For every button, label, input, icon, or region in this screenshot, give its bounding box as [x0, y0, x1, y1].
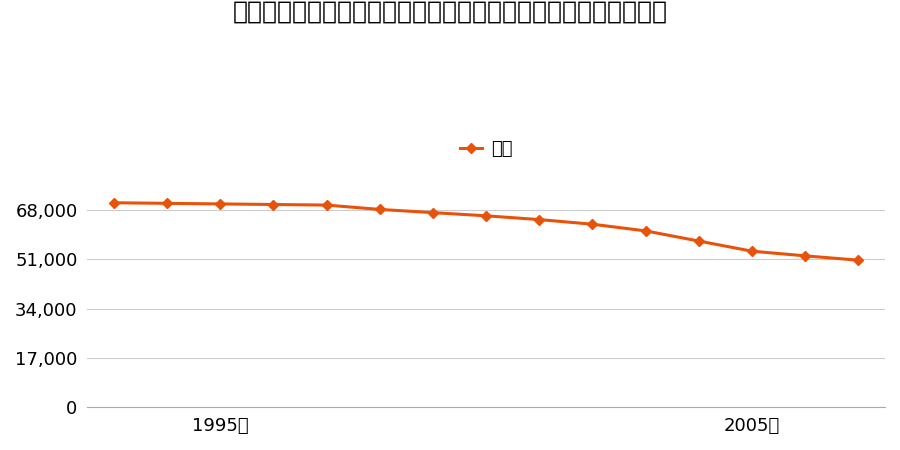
価格	[800, 253, 811, 259]
価格	[374, 207, 385, 212]
価格	[481, 213, 491, 219]
Line: 価格: 価格	[111, 199, 862, 264]
価格	[108, 200, 119, 206]
価格	[215, 201, 226, 207]
価格	[853, 257, 864, 263]
価格	[428, 210, 438, 215]
価格	[694, 238, 705, 244]
Text: 栃木県下都賀郡石橋町大字下古山字新田上１４８番７の地価推移: 栃木県下都賀郡石橋町大字下古山字新田上１４８番７の地価推移	[232, 0, 668, 24]
価格	[268, 202, 279, 207]
価格	[162, 201, 173, 206]
価格	[747, 248, 758, 254]
価格	[534, 217, 544, 222]
価格	[321, 202, 332, 208]
Legend: 価格: 価格	[453, 133, 519, 166]
価格	[587, 221, 598, 227]
価格	[640, 228, 651, 234]
